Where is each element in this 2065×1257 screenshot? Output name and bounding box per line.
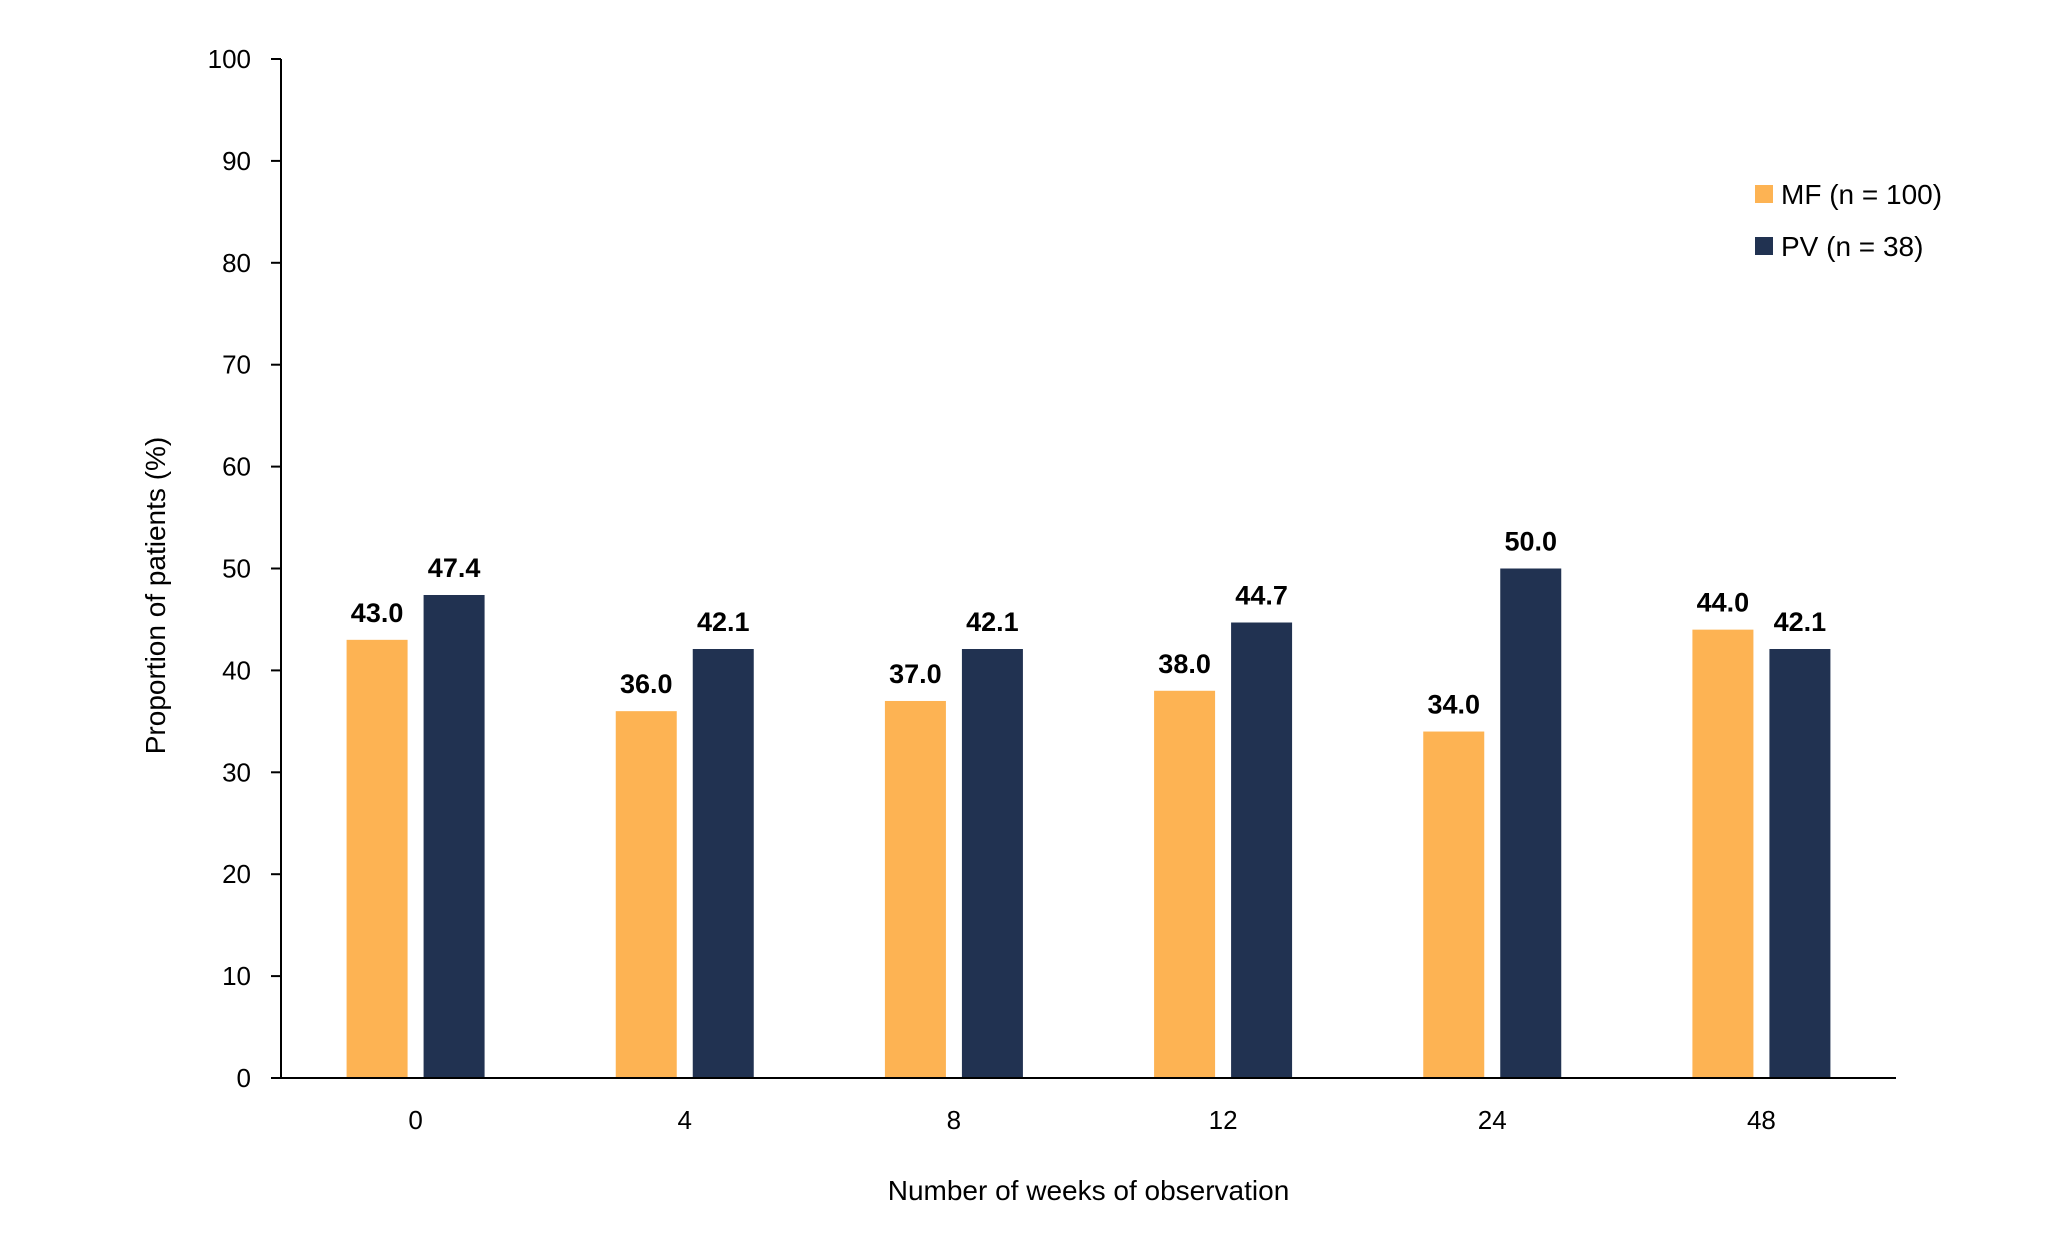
x-tick-label: 8 [947,1105,961,1135]
bar-pv-4 [692,649,754,1078]
legend-label-mf: MF (n = 100) [1781,179,1942,210]
x-tick-label: 4 [678,1105,692,1135]
y-axis-title: Proportion of patients (%) [140,437,171,755]
y-tick-label: 80 [222,248,251,278]
x-axis-ticks: 0 4 8 12 24 48 [408,1105,1776,1135]
legend-swatch-pv [1755,237,1773,255]
bar-mf-48 [1692,629,1754,1078]
bar-pv-0 [423,594,485,1078]
x-tick-label: 12 [1209,1105,1238,1135]
data-label: 42.1 [697,607,750,637]
data-label: 50.0 [1504,527,1557,557]
data-label: 36.0 [620,669,673,699]
y-tick-label: 0 [237,1063,251,1093]
data-label: 34.0 [1427,690,1480,720]
x-axis-title: Number of weeks of observation [888,1175,1290,1206]
x-tick-label: 48 [1747,1105,1776,1135]
y-tick-label: 10 [222,961,251,991]
bar-pv-8 [961,649,1023,1078]
data-label: 42.1 [1774,607,1827,637]
data-label: 38.0 [1158,649,1211,679]
data-label: 47.4 [428,553,481,583]
legend-label-pv: PV (n = 38) [1781,231,1923,262]
x-tick-label: 24 [1478,1105,1507,1135]
y-tick-label: 70 [222,350,251,380]
y-tick-label: 30 [222,757,251,787]
data-label: 44.7 [1235,581,1288,611]
legend-swatch-mf [1755,185,1773,203]
data-label: 37.0 [889,659,942,689]
y-tick-label: 20 [222,859,251,889]
data-label: 43.0 [351,598,404,628]
y-axis-ticks: 0 10 20 30 40 50 60 70 80 90 100 [208,44,281,1093]
bar-mf-12 [1154,690,1216,1078]
bars: 43.0 47.4 36.0 42.1 37.0 42.1 38.0 44.7 34.0 50.0… [346,527,1831,1078]
bar-mf-24 [1423,731,1485,1078]
data-label: 42.1 [966,607,1019,637]
bar-pv-48 [1769,649,1831,1078]
bar-pv-12 [1231,622,1293,1078]
y-tick-label: 90 [222,146,251,176]
bar-mf-4 [615,711,677,1078]
y-tick-label: 40 [222,655,251,685]
legend: MF (n = 100) PV (n = 38) [1755,179,1942,262]
y-tick-label: 50 [222,554,251,584]
data-label: 44.0 [1697,588,1750,618]
bar-mf-8 [884,700,946,1078]
y-tick-label: 60 [222,452,251,482]
y-tick-label: 100 [208,44,251,74]
bar-pv-24 [1500,568,1562,1078]
x-tick-label: 0 [408,1105,422,1135]
bar-mf-0 [346,639,408,1078]
